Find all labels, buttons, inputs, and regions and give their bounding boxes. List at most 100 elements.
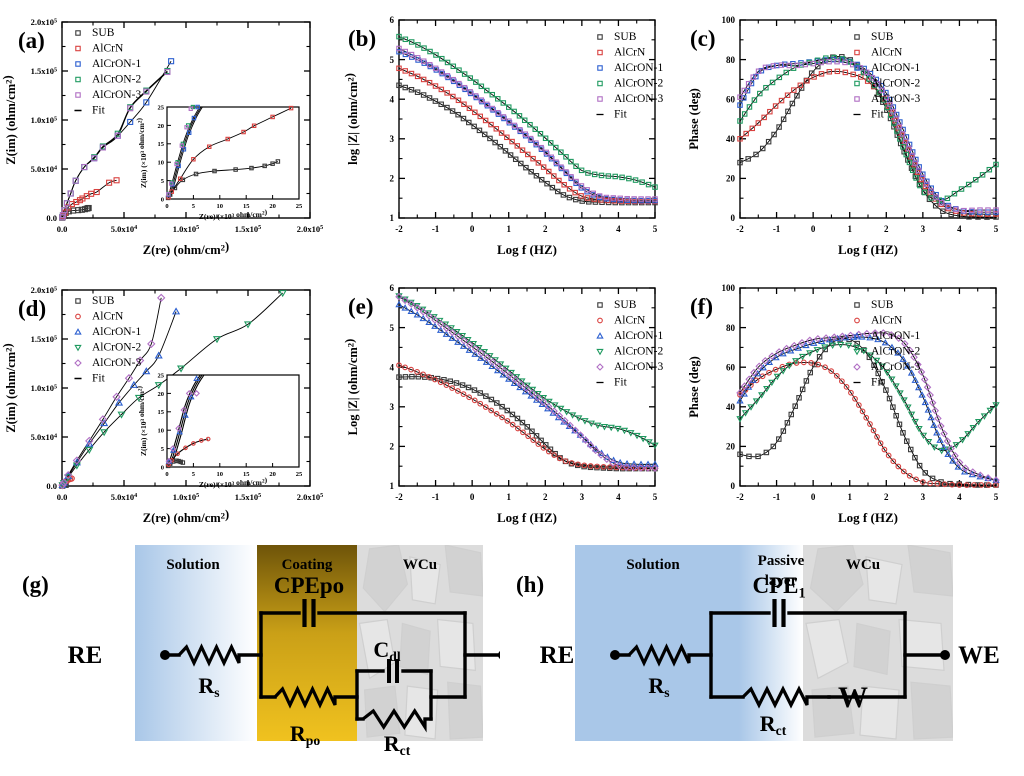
svg-text:Z(re) (×103 ohm/cm2): Z(re) (×103 ohm/cm2) — [199, 208, 268, 221]
svg-text:1: 1 — [390, 481, 395, 491]
legend-label: AlCrN — [871, 315, 903, 327]
svg-text:0: 0 — [165, 471, 168, 478]
legend-label: Fit — [92, 373, 106, 385]
svg-text:3: 3 — [390, 402, 395, 412]
cpepo-label: CPEpo — [274, 573, 344, 598]
panel-c: -2 -1 0 1 2 3 4 5 0 20 40 60 80 100 Log f (HZ) Phase (d… — [682, 0, 1023, 268]
svg-text:Phase (deg): Phase (deg) — [687, 88, 701, 149]
svg-text:1.5x105: 1.5x105 — [235, 224, 261, 234]
svg-text:60: 60 — [726, 94, 736, 104]
panel-tag-b: (b) — [348, 26, 377, 51]
series-AlCrN — [396, 362, 658, 471]
series-AlCrON-3 — [395, 292, 659, 472]
svg-text:1.0x105: 1.0x105 — [173, 492, 199, 502]
region-label-passive-2: layer — [765, 573, 798, 589]
terminal-node — [940, 650, 950, 660]
legend-label: AlCrON-3 — [614, 93, 663, 105]
svg-text:15: 15 — [158, 141, 165, 148]
svg-text:2.0x105: 2.0x105 — [297, 224, 323, 234]
legend: SUB AlCrN AlCrON-1 AlCrON-2 AlCrON-3 Fit — [853, 31, 920, 121]
legend-label: AlCrON-2 — [614, 78, 663, 90]
svg-text:25: 25 — [158, 104, 165, 111]
legend-label: AlCrN — [92, 311, 124, 323]
svg-text:Z(im) (×103 ohm/cm2): Z(im) (×103 ohm/cm2) — [135, 386, 148, 456]
svg-text:5: 5 — [161, 446, 165, 453]
svg-text:1: 1 — [847, 224, 852, 234]
legend-label: AlCrON-3 — [871, 93, 920, 105]
svg-text:6: 6 — [390, 15, 395, 25]
svg-text:0: 0 — [731, 213, 736, 223]
resistor-symbol — [177, 643, 241, 667]
svg-text:15: 15 — [243, 203, 250, 210]
fit-line — [398, 376, 655, 470]
legend-label: AlCrON-2 — [614, 346, 663, 358]
fit-line — [398, 296, 656, 469]
legend-label: SUB — [871, 31, 894, 43]
panel-tag-d: (d) — [18, 296, 47, 321]
svg-text:4: 4 — [616, 224, 621, 234]
resistor-symbol — [273, 685, 337, 709]
legend-label: Fit — [871, 377, 885, 389]
svg-text:5.0x104: 5.0x104 — [111, 492, 137, 502]
rct-label: Rct — [384, 731, 411, 758]
panel-f: -2 -1 0 1 2 3 4 5 0 20 40 60 80 100 Log f (HZ) Phase (d… — [682, 268, 1023, 536]
region-label-wcu: WCu — [846, 557, 880, 573]
legend-label: AlCrON-2 — [871, 78, 920, 90]
node-re-label: RE — [540, 642, 575, 669]
series-AlCrN — [737, 359, 999, 488]
svg-text:3: 3 — [580, 492, 585, 502]
svg-text:Log f (HZ): Log f (HZ) — [497, 510, 557, 525]
svg-text:0: 0 — [161, 464, 164, 471]
svg-text:0: 0 — [470, 492, 475, 502]
node-we-label: WE — [958, 642, 1000, 669]
svg-text:1.0x105: 1.0x105 — [173, 224, 199, 234]
svg-text:1.5x105: 1.5x105 — [235, 492, 261, 502]
svg-text:2: 2 — [390, 442, 395, 452]
svg-text:0.0: 0.0 — [57, 492, 68, 502]
panel-e: -2 -1 0 1 2 3 4 5 1 2 3 4 5 6 Log f (HZ) Log |Z| (ohm/c… — [341, 268, 682, 536]
panel-d: 0.0 5.0x104 1.0x105 1.5x105 2.0x105 0.0 5.0x10… — [0, 268, 341, 536]
series-AlCrON-2 — [396, 33, 658, 190]
legend-label: SUB — [614, 299, 637, 311]
svg-text:log |Z| (ohm/cm2): log |Z| (ohm/cm2) — [342, 73, 360, 165]
svg-text:2: 2 — [390, 174, 395, 184]
svg-text:Log f (HZ): Log f (HZ) — [497, 242, 557, 257]
legend-label: AlCrN — [614, 47, 646, 59]
svg-text:20: 20 — [158, 123, 165, 130]
svg-text:15: 15 — [243, 471, 250, 478]
fit-line — [739, 344, 997, 452]
svg-text:-2: -2 — [736, 224, 744, 234]
svg-text:6: 6 — [390, 283, 395, 293]
svg-text:4: 4 — [616, 492, 621, 502]
panel-tag-g: (g) — [22, 572, 49, 597]
legend: SUB AlCrN AlCrON-1 AlCrON-2 AlCrON-3 Fit — [74, 295, 141, 385]
svg-text:0: 0 — [165, 203, 168, 210]
svg-text:1.0x105: 1.0x105 — [31, 383, 57, 393]
svg-text:20: 20 — [269, 471, 276, 478]
svg-text:25: 25 — [158, 372, 165, 379]
svg-text:Z(im) (ohm/cm2): Z(im) (ohm/cm2) — [0, 75, 18, 164]
legend-label: AlCrN — [871, 47, 903, 59]
legend-label: AlCrON-1 — [871, 62, 920, 74]
rct-label: Rct — [760, 711, 787, 738]
region-label-passive: Passive — [758, 553, 805, 569]
series-AlCrON-3 — [736, 329, 1000, 484]
svg-text:-2: -2 — [395, 224, 403, 234]
svg-text:Log f (HZ): Log f (HZ) — [838, 242, 898, 257]
svg-text:10: 10 — [158, 428, 165, 435]
panel-tag-h: (h) — [516, 572, 545, 597]
series-AlCrN — [396, 65, 658, 205]
svg-text:5: 5 — [192, 203, 196, 210]
svg-text:1: 1 — [847, 492, 852, 502]
svg-text:5: 5 — [390, 55, 395, 65]
legend-label: AlCrON-1 — [614, 62, 663, 74]
series-AlCrON-3 — [737, 58, 999, 214]
svg-text:Z(re) (ohm/cm2): Z(re) (ohm/cm2) — [143, 507, 229, 525]
svg-text:10: 10 — [217, 471, 224, 478]
svg-text:4: 4 — [390, 362, 395, 372]
svg-text:5.0x104: 5.0x104 — [31, 164, 57, 174]
svg-text:15: 15 — [158, 409, 165, 416]
legend-label: SUB — [92, 27, 115, 39]
svg-text:5: 5 — [653, 492, 658, 502]
svg-text:1: 1 — [506, 492, 511, 502]
